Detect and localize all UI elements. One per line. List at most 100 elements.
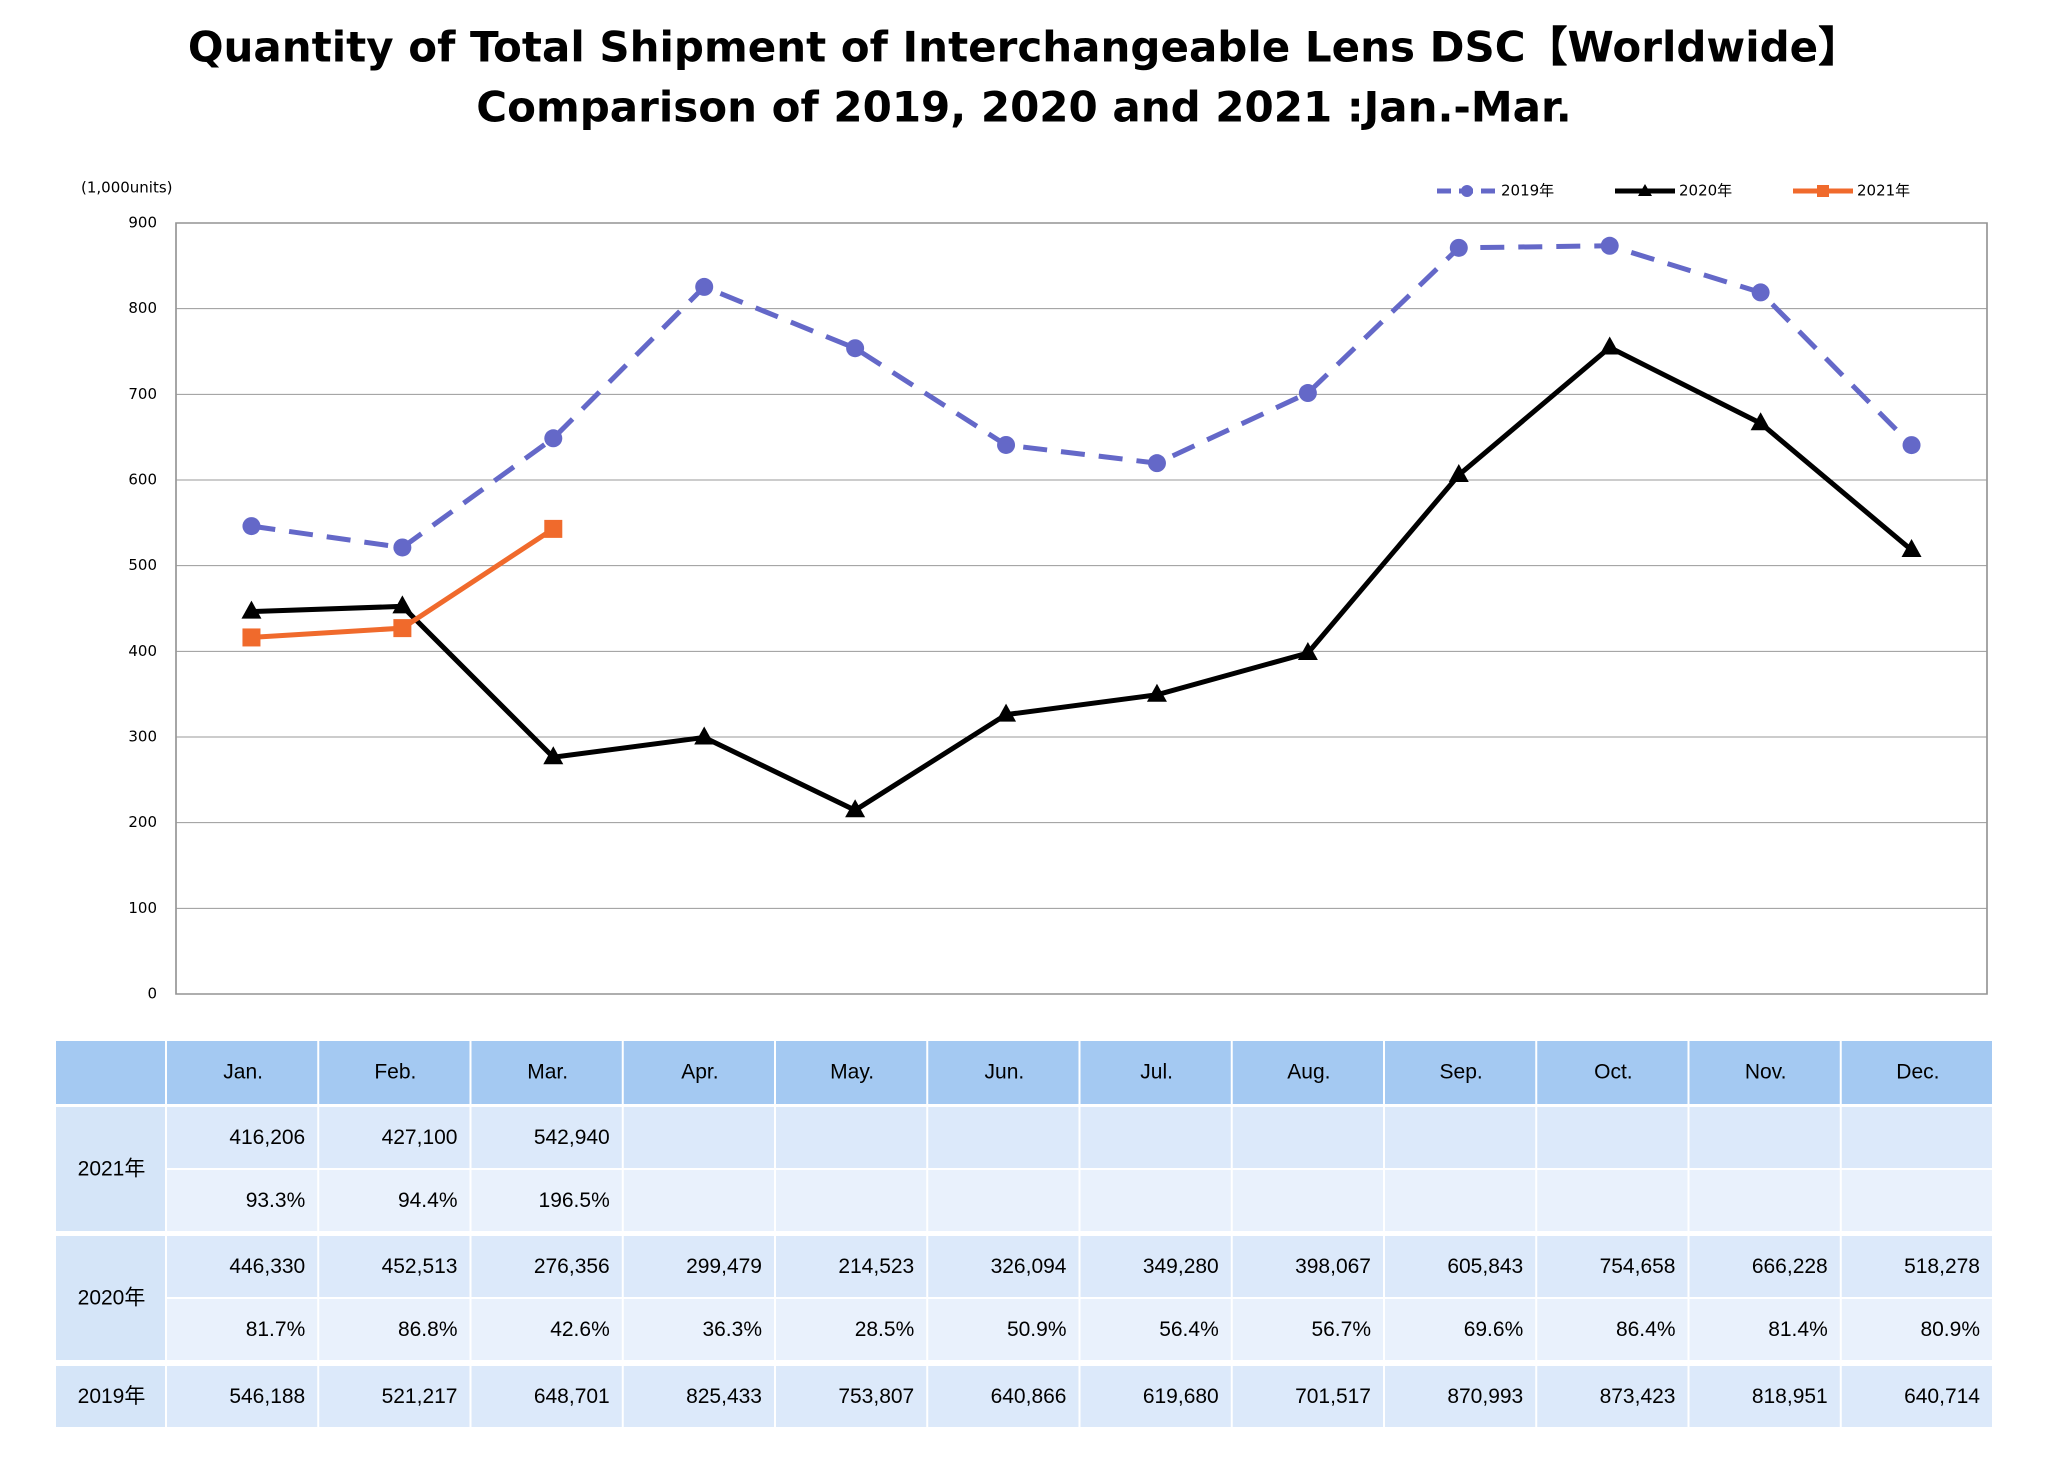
table-header-cell xyxy=(319,1041,470,1104)
table-cell xyxy=(1841,1299,1992,1360)
point xyxy=(1902,436,1921,455)
table-cell-text: 214,523 xyxy=(838,1255,914,1278)
point xyxy=(1298,384,1317,403)
table-cell-text: 605,843 xyxy=(1447,1255,1523,1278)
table-cell-text: 349,280 xyxy=(1143,1255,1219,1278)
legend-label: 2020年 xyxy=(1679,182,1732,200)
table-row-label-cell xyxy=(56,1366,165,1427)
table-header-label: Feb. xyxy=(374,1061,416,1084)
table-header-cell xyxy=(1232,1041,1383,1104)
table-cell xyxy=(1841,1236,1992,1297)
table-cell-text: 640,866 xyxy=(991,1385,1067,1408)
table-header-label: May. xyxy=(830,1061,874,1084)
point xyxy=(544,429,563,448)
table-cell xyxy=(1537,1170,1688,1231)
table-cell xyxy=(1232,1107,1383,1168)
table-cell xyxy=(1385,1236,1536,1297)
table-cell-text: 416,206 xyxy=(229,1126,305,1149)
table-cell-text: 81.7% xyxy=(246,1318,306,1341)
table-cell xyxy=(471,1107,622,1168)
table-cell-text: 818,951 xyxy=(1752,1385,1828,1408)
table-cell-text: 50.9% xyxy=(1007,1318,1067,1341)
point xyxy=(392,595,413,614)
table-cell-text: 870,993 xyxy=(1447,1385,1523,1408)
table-row-label: 2021年 xyxy=(78,1158,146,1181)
point xyxy=(241,600,262,619)
series-line xyxy=(251,344,1914,814)
y-axis-label: (1,000units) xyxy=(81,179,173,197)
table-cell xyxy=(928,1107,1079,1168)
table-cell-text: 299,479 xyxy=(686,1255,762,1278)
point xyxy=(1297,641,1318,660)
table-cell xyxy=(1537,1366,1688,1427)
table-cell xyxy=(471,1170,622,1231)
table-header-label: Aug. xyxy=(1287,1061,1330,1084)
table-cell xyxy=(319,1107,470,1168)
table-cell-text: 56.7% xyxy=(1311,1318,1371,1341)
table-cell-text: 196.5% xyxy=(539,1189,610,1212)
table-cell xyxy=(623,1236,774,1297)
table-cell xyxy=(928,1366,1079,1427)
y-tick-label: 0 xyxy=(147,985,157,1003)
table-cell xyxy=(471,1299,622,1360)
table-header-cell xyxy=(167,1041,318,1104)
point xyxy=(845,799,866,818)
table-cell xyxy=(1689,1299,1840,1360)
table-row-label-cell xyxy=(56,1107,165,1231)
table-cell-text: 94.4% xyxy=(398,1189,458,1212)
table-header-label: Jan. xyxy=(223,1061,263,1084)
table-row-label: 2019年 xyxy=(78,1385,146,1408)
table-cell xyxy=(1841,1366,1992,1427)
table-cell-text: 93.3% xyxy=(246,1189,306,1212)
point xyxy=(846,339,865,358)
point xyxy=(1901,539,1922,558)
table-cell-text: 546,188 xyxy=(229,1385,305,1408)
table-cell xyxy=(623,1366,774,1427)
table-cell xyxy=(1537,1299,1688,1360)
table-cell xyxy=(167,1107,318,1168)
table-cell xyxy=(1689,1236,1840,1297)
table-cell xyxy=(167,1299,318,1360)
table-cell xyxy=(1232,1299,1383,1360)
table-cell xyxy=(471,1236,622,1297)
table-cell xyxy=(1537,1236,1688,1297)
table-header-cell xyxy=(1080,1041,1231,1104)
y-tick-label: 600 xyxy=(128,471,157,489)
table-cell xyxy=(776,1170,927,1231)
y-tick-label: 500 xyxy=(128,556,157,574)
table-header-label: Sep. xyxy=(1440,1061,1483,1084)
table-cell xyxy=(319,1366,470,1427)
table-cell xyxy=(1385,1366,1536,1427)
table-cell-text: 80.9% xyxy=(1920,1318,1980,1341)
table-row-label-cell xyxy=(56,1236,165,1360)
table-cell xyxy=(1841,1107,1992,1168)
point xyxy=(242,628,261,647)
point xyxy=(997,435,1016,454)
table-header-label: Dec. xyxy=(1896,1061,1939,1084)
table-cell-text: 276,356 xyxy=(534,1255,610,1278)
table-header-cell xyxy=(56,1041,165,1104)
table-cell-text: 446,330 xyxy=(229,1255,305,1278)
point xyxy=(393,619,412,638)
series-line xyxy=(251,243,1914,551)
table-header-label: Nov. xyxy=(1745,1061,1787,1084)
table-cell xyxy=(928,1170,1079,1231)
point xyxy=(1600,236,1619,255)
table-cell-text: 86.4% xyxy=(1616,1318,1676,1341)
table-cell-text: 701,517 xyxy=(1295,1385,1371,1408)
table-cell xyxy=(623,1299,774,1360)
y-tick-label: 800 xyxy=(128,299,157,317)
table-cell-text: 427,100 xyxy=(382,1126,458,1149)
table-header-cell xyxy=(471,1041,622,1104)
table-cell xyxy=(319,1236,470,1297)
table-cell xyxy=(167,1236,318,1297)
point xyxy=(544,519,563,538)
table-header-label: Mar. xyxy=(527,1061,568,1084)
table-cell xyxy=(1385,1299,1536,1360)
table-cell xyxy=(167,1170,318,1231)
table-cell-text: 398,067 xyxy=(1295,1255,1371,1278)
y-tick-label: 300 xyxy=(128,728,157,746)
table-header-cell xyxy=(1841,1041,1992,1104)
table-cell xyxy=(1080,1299,1231,1360)
point xyxy=(694,726,715,745)
